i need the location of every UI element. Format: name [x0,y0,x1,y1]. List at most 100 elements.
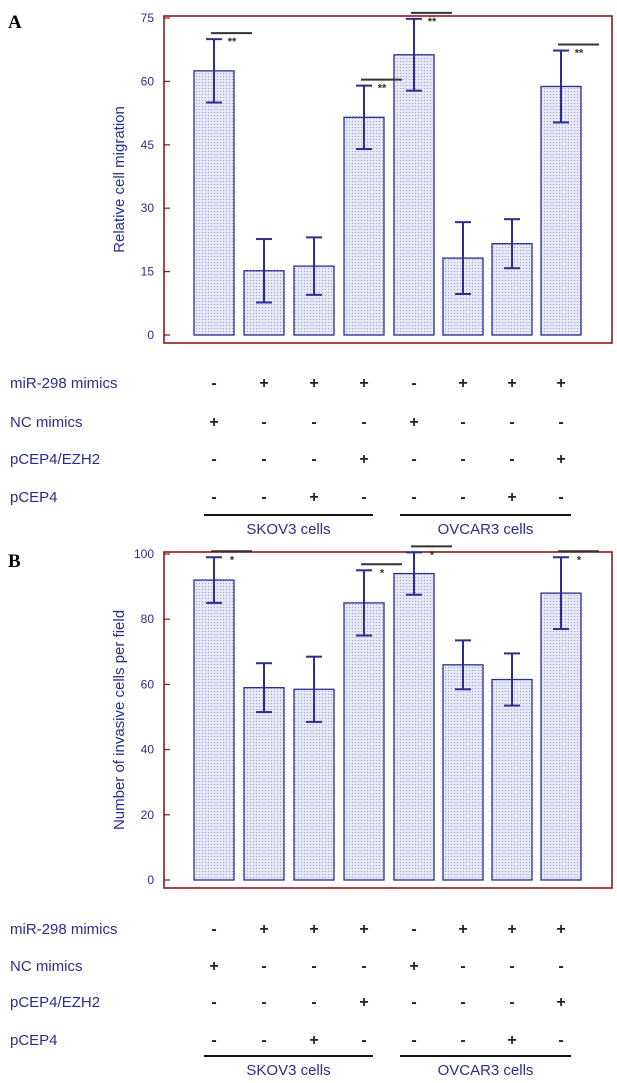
condition-label: NC mimics [10,958,83,975]
bar [393,54,435,336]
bar [540,85,582,336]
panel-a: A 0 15 30 45 60 75 Relative cell migration ** ** *… [8,11,613,538]
condition-mark: - [261,994,266,1011]
condition-mark: + [259,921,268,938]
significance-mark: * [230,554,235,566]
condition-mark: - [411,489,416,506]
bar [491,678,533,881]
bar [442,664,484,881]
condition-mark: + [556,451,565,468]
condition-mark: - [460,451,465,468]
y-tick-label: 0 [147,873,154,887]
condition-label: pCEP4/EZH2 [10,994,100,1011]
condition-mark: - [361,958,366,975]
condition-mark: + [259,375,268,392]
condition-mark: - [311,994,316,1011]
y-tick-label: 80 [141,612,155,626]
condition-mark: + [556,994,565,1011]
condition-mark: - [211,921,216,938]
condition-mark: + [209,414,218,431]
condition-mark: + [309,489,318,506]
group-label: SKOV3 cells [246,521,330,538]
condition-label: miR-298 mimics [10,921,118,938]
y-tick-label: 60 [141,74,155,88]
condition-mark: - [558,1032,563,1049]
condition-mark: + [309,1032,318,1049]
condition-mark: - [261,414,266,431]
condition-mark: + [359,994,368,1011]
y-tick-label: 20 [141,808,155,822]
condition-mark: - [460,1032,465,1049]
significance-mark: ** [378,83,387,95]
panel-b: B 0 20 40 60 80 100 Number of invasive cells pe… [8,545,613,1079]
condition-mark: + [458,375,467,392]
y-tick-label: 45 [141,138,155,152]
condition-mark: - [411,451,416,468]
condition-label: NC mimics [10,414,83,431]
condition-label: pCEP4 [10,489,58,506]
condition-mark: - [261,489,266,506]
condition-mark: - [558,489,563,506]
bar [193,70,235,336]
condition-mark: + [556,375,565,392]
condition-mark: - [460,994,465,1011]
condition-mark: - [261,958,266,975]
condition-mark: - [509,958,514,975]
bar [393,572,435,881]
y-tick-label: 0 [147,328,154,342]
bar [243,687,285,881]
condition-mark: - [311,958,316,975]
bar [540,592,582,881]
significance-mark: * [577,554,582,566]
bar [343,602,385,881]
y-tick-label: 60 [141,677,155,691]
condition-mark: - [460,414,465,431]
condition-mark: + [309,921,318,938]
y-tick-label: 75 [141,11,155,25]
condition-mark: - [311,414,316,431]
condition-mark: - [211,375,216,392]
condition-mark: + [409,958,418,975]
y-tick-label: 15 [141,265,155,279]
condition-mark: - [509,414,514,431]
condition-mark: + [309,375,318,392]
significance-mark: * [430,549,435,561]
condition-mark: + [359,375,368,392]
condition-mark: + [507,921,516,938]
y-tick-label: 30 [141,201,155,215]
condition-label: miR-298 mimics [10,375,118,392]
group-label: SKOV3 cells [246,1062,330,1079]
y-axis-label: Relative cell migration [111,106,128,253]
condition-mark: - [261,451,266,468]
condition-mark: - [211,1032,216,1049]
significance-mark: ** [228,36,237,48]
condition-mark: - [211,994,216,1011]
condition-mark: + [209,958,218,975]
significance-mark: ** [428,16,437,28]
condition-mark: + [359,451,368,468]
condition-mark: + [507,375,516,392]
condition-mark: - [361,414,366,431]
y-tick-label: 40 [141,743,155,757]
condition-mark: - [211,489,216,506]
group-label: OVCAR3 cells [438,521,534,538]
group-label: OVCAR3 cells [438,1062,534,1079]
condition-mark: + [507,489,516,506]
panel-label: B [8,551,21,572]
condition-mark: - [558,958,563,975]
significance-mark: * [380,567,385,579]
condition-mark: - [411,1032,416,1049]
condition-mark: - [411,994,416,1011]
condition-mark: - [460,489,465,506]
condition-mark: - [411,375,416,392]
bar [193,579,235,881]
condition-label: pCEP4 [10,1032,58,1049]
y-tick-label: 100 [134,547,154,561]
condition-mark: - [361,1032,366,1049]
condition-label: pCEP4/EZH2 [10,451,100,468]
significance-mark: ** [575,48,584,60]
condition-mark: + [409,414,418,431]
condition-mark: - [361,489,366,506]
condition-mark: - [311,451,316,468]
